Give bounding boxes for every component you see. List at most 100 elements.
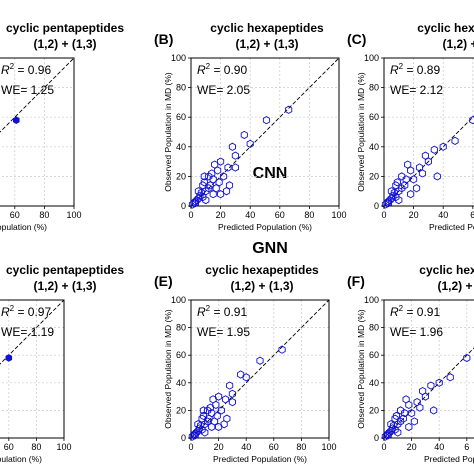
data-point: [223, 414, 231, 423]
plot-frame: [0, 57, 75, 207]
x-tick-label: 100: [56, 442, 71, 452]
x-tick-label: 6: [464, 442, 469, 452]
data-point: [215, 392, 223, 401]
data-point: [451, 136, 459, 145]
y-tick-label: 80: [369, 323, 379, 333]
data-point: [387, 187, 395, 196]
data-point: [396, 406, 405, 415]
data-point: [231, 151, 239, 160]
data-point: [215, 178, 223, 187]
data-point: [394, 428, 402, 437]
y-tick-label: 100: [171, 53, 186, 63]
y-tick-label: 80: [176, 323, 186, 333]
x-tick-label: 40: [438, 210, 448, 220]
y-tick-label: 20: [176, 171, 186, 181]
data-point: [198, 414, 206, 423]
x-axis-label: Predicted Population (%): [0, 454, 42, 464]
panel-subtitle: (1,2) + (1,3): [33, 279, 96, 293]
y-axis-label: Observed Population in MD (%): [163, 309, 173, 429]
y-tick-label: 20: [369, 171, 379, 181]
diagonal-line: [0, 57, 75, 133]
data-point: [413, 398, 421, 407]
data-point: [240, 130, 248, 140]
panel-subtitle: (1,2) + (1,3): [230, 279, 293, 293]
data-point: [402, 395, 410, 404]
data-point: [215, 422, 223, 432]
data-point: [217, 157, 225, 166]
panel-title: cyclic hexapeptides: [205, 263, 319, 277]
data-point: [384, 198, 393, 208]
x-tick-label: 20: [214, 442, 224, 452]
data-point: [430, 406, 438, 415]
x-tick-label: 60: [275, 210, 285, 220]
panel-subtitle: (1,2) + (1,3): [235, 37, 298, 51]
x-tick-label: 0: [188, 442, 193, 452]
data-point: [231, 163, 239, 172]
data-point: [404, 160, 412, 169]
data-point: [188, 200, 197, 209]
data-point: [383, 431, 391, 440]
data-point: [381, 432, 389, 441]
data-point: [392, 181, 400, 190]
data-point: [439, 142, 447, 151]
x-tick-label: 100: [66, 210, 81, 220]
plot-frame: [383, 299, 474, 439]
x-axis-label: Predicted Population (%): [0, 222, 47, 232]
y-tick-label: 40: [369, 142, 379, 152]
data-point: [205, 172, 213, 181]
y-tick-label: 0: [181, 433, 186, 443]
x-tick-label: 0: [381, 210, 386, 220]
panel-letter: (E): [154, 273, 173, 289]
data-point: [415, 163, 424, 172]
data-point: [226, 381, 234, 390]
data-point: [209, 190, 217, 199]
data-point: [398, 172, 406, 181]
y-tick-label: 0: [374, 201, 379, 211]
x-tick-label: 80: [31, 442, 41, 452]
data-point: [469, 116, 474, 125]
data-point: [381, 200, 390, 209]
plot-frame: [0, 299, 65, 439]
data-point: [199, 406, 207, 415]
x-tick-label: 40: [434, 442, 444, 452]
data-point: [219, 172, 228, 181]
y-tick-label: 80: [369, 83, 379, 93]
data-point: [246, 139, 254, 148]
x-tick-label: 40: [245, 210, 255, 220]
y-tick-label: 100: [364, 295, 379, 305]
data-point: [228, 142, 237, 151]
data-point: [405, 422, 413, 432]
r2-value: = 0.89: [403, 63, 440, 77]
y-tick-label: 80: [176, 83, 186, 93]
data-point: [228, 389, 236, 398]
we-stat: WE= 1.19: [1, 325, 54, 339]
y-tick-label: 40: [176, 142, 186, 152]
data-point: [208, 422, 216, 432]
data-point: [419, 386, 427, 396]
y-tick-label: 100: [364, 53, 379, 63]
r2-value: = 0.91: [403, 305, 440, 319]
r2-stat: R2 = 0.97: [1, 304, 51, 319]
x-tick-label: 6: [470, 210, 474, 220]
panel-title: cyclic pentapeptides: [6, 263, 124, 277]
data-point: [410, 175, 418, 184]
panel-subtitle: (1,2) + (1,3): [33, 37, 96, 51]
data-point: [384, 431, 392, 440]
y-axis-label: Observed Population in MD (%): [356, 72, 366, 192]
x-axis-label: Predicted Popu: [429, 222, 474, 232]
data-point: [387, 420, 395, 429]
data-point: [407, 166, 415, 175]
data-point: [427, 381, 435, 390]
x-tick-label: 20: [407, 442, 417, 452]
data-point: [407, 190, 415, 199]
data-point: [199, 181, 207, 190]
x-tick-label: 60: [4, 442, 14, 452]
r2-stat: R2 = 0.96: [1, 62, 51, 77]
data-point: [12, 116, 20, 124]
data-point: [242, 373, 250, 382]
we-stat: WE= 1.25: [1, 83, 54, 97]
x-axis-label: Predicted Population (%): [213, 454, 307, 464]
